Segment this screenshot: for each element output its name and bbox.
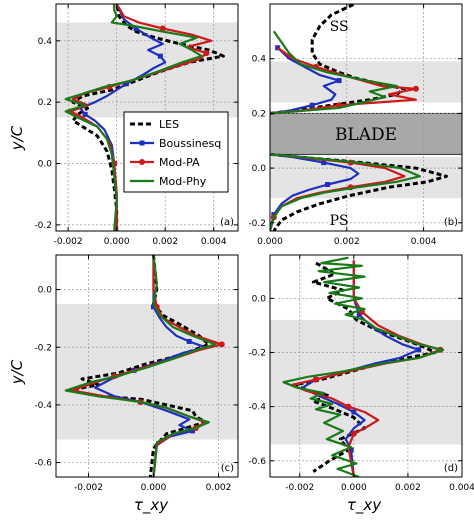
data-point-boussinesq [82,111,88,117]
series-line-modphy [282,256,445,477]
axes-frame [55,254,239,478]
legend-label-les: LES [159,118,179,131]
legend-marker-modpa [139,159,145,165]
axes-frame [269,254,463,478]
series-line-les [292,261,437,473]
data-point-modpa [203,50,210,57]
y-tick-label: -0.6 [34,459,52,469]
axes-frame [269,3,463,232]
data-point-boussinesq [351,409,357,415]
plot-area [56,255,238,477]
y-tick-label: 0.4 [38,37,53,47]
data-point-boussinesq [356,312,362,318]
shaded-region [56,22,238,118]
legend-label-modpa: Mod-PA [159,156,200,169]
x-axis-label-left: τ_xy [134,496,169,515]
data-point-boussinesq [321,160,327,166]
y-tick-label: -0.6 [248,457,266,467]
x-tick-label: 0.002 [395,483,421,493]
panel-d: -0.002 0.000 0.002 0.004 -0.6 -0.4 -0.2 0.0 (d) [248,254,474,493]
data-point-modpa [412,85,419,92]
y-axis-label-bottom: y/C [8,359,26,385]
y-tick-label: -0.2 [34,343,52,353]
series-line-modphy-pressure-side [270,153,421,231]
data-point-modpa [345,403,352,410]
data-point-boussinesq [186,338,192,344]
x-tick-label: 0.002 [152,237,178,247]
side-label-ps: PS [330,213,349,229]
data-point-boussinesq [309,102,315,108]
x-tick-label: 0.000 [341,483,367,493]
y-tick-label: 0.0 [252,294,267,304]
data-point-boussinesq [416,347,422,353]
data-point-boussinesq [275,45,281,51]
blade-label: BLADE [335,125,397,145]
y-tick-label: -0.2 [248,219,266,229]
legend-label-modphy: Mod-Phy [159,175,207,188]
panel-b: 0.000 0.002 0.004 -0.2 0.0 0.2 0.4 SS PS BLADE (b) [248,3,463,247]
y-tick-label: 0.0 [252,164,267,174]
y-tick-label: 0.0 [38,160,53,170]
data-point-boussinesq [336,78,342,84]
legend-marker-boussinesq [139,140,145,146]
x-tick-label: 0.000 [257,237,283,247]
legend-label-boussinesq: Boussinesq [159,137,221,150]
data-point-boussinesq [190,428,195,434]
x-tick-label: -0.002 [285,483,314,493]
shaded-region [270,319,462,445]
y-tick-label: 0.2 [252,109,266,119]
y-tick-label: -0.4 [248,403,266,413]
data-point-boussinesq [157,53,163,59]
shaded-region [56,304,238,440]
x-tick-label: -0.002 [74,483,103,493]
axes-frame [55,3,239,232]
y-tick-label: -0.2 [248,348,266,358]
plot-area [56,4,238,231]
x-tick-label: 0.002 [206,483,232,493]
data-point-modpa [218,341,225,348]
data-point-modpa [312,376,319,383]
x-tick-label: 0.004 [449,483,474,493]
blade-region [270,112,462,155]
data-point-modpa [350,430,357,437]
plot-area [270,255,462,477]
x-tick-label: 0.004 [411,237,437,247]
series-line-modphy [64,4,203,231]
series-line-les [71,4,225,231]
y-tick-label: 0.4 [252,55,267,65]
y-tick-label: 0.0 [38,286,53,296]
panel-a: -0.002 0.000 0.002 0.004 -0.2 0.0 0.2 0.4 (a) [34,3,239,247]
data-point-boussinesq [133,26,139,32]
panel-letter: (a) [220,217,234,228]
side-label-ss: SS [330,19,349,35]
x-tick-label: 0.000 [141,483,167,493]
panel-letter: (c) [221,463,234,474]
data-point-modpa [159,25,166,32]
x-tick-label: 0.002 [334,237,360,247]
x-tick-label: 0.004 [201,237,227,247]
panel-letter: (b) [444,217,458,228]
panel-c: -0.002 0.000 0.002 -0.6 -0.4 -0.2 0.0 (c) [34,254,239,493]
x-tick-label: -0.002 [54,237,83,247]
x-tick-label: 0.000 [104,237,130,247]
data-point-boussinesq [123,81,129,87]
data-point-boussinesq [348,447,354,453]
y-tick-label: -0.4 [34,401,52,411]
data-point-boussinesq [151,304,156,310]
plot-area [270,4,462,231]
y-tick-label: -0.2 [34,221,52,231]
y-tick-label: 0.2 [38,98,52,108]
data-point-boussinesq [325,182,331,188]
panel-letter: (d) [444,463,458,474]
y-axis-label-top: y/C [8,125,26,151]
legend: LES Boussinesq Mod-PA Mod-Phy [123,111,229,193]
series-line-modphy [64,255,217,477]
series-line-modphy-suction-side [270,30,398,115]
series-line-boussinesq-pressure-side [270,153,360,231]
x-axis-label-right: τ_xy [347,496,382,515]
